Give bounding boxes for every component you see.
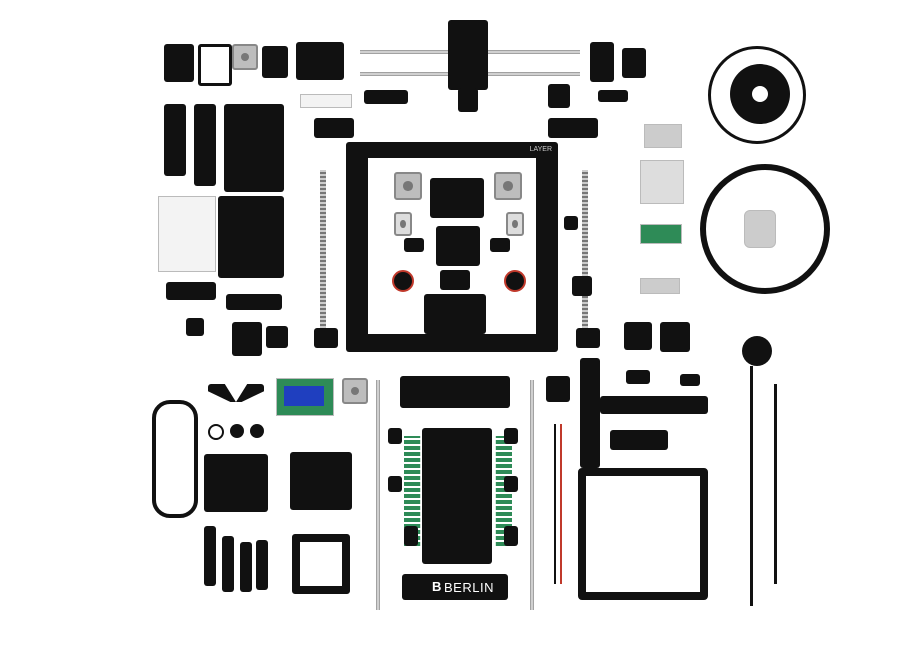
side-panel — [204, 526, 216, 586]
z-leadscrew — [582, 170, 588, 330]
cable-bundle — [744, 210, 776, 248]
wire-coil — [708, 46, 806, 144]
terminal-block — [640, 224, 682, 244]
bracket-part — [572, 276, 592, 296]
bracket-part — [490, 238, 510, 252]
stepper-motor — [506, 212, 524, 236]
cable — [750, 366, 753, 606]
bracket-part — [598, 90, 628, 102]
heatbed-frame — [578, 468, 708, 600]
y-axis-rod — [376, 380, 380, 610]
frame-panel — [292, 534, 350, 594]
bracket-part — [232, 322, 262, 356]
stepper-motor — [494, 172, 522, 200]
electronics-case — [218, 196, 284, 278]
motor-mount — [296, 42, 344, 80]
bracket-part — [564, 216, 578, 230]
bracket-part — [266, 326, 288, 348]
side-panel — [222, 536, 234, 592]
bracket-part — [198, 44, 232, 86]
z-leadscrew — [320, 170, 326, 330]
bracket-part — [504, 476, 518, 492]
bed-logo-text: BERLIN — [444, 580, 494, 595]
electronics-cover — [224, 104, 284, 192]
blower-fan — [742, 336, 772, 366]
coupler-set — [644, 124, 682, 148]
control-board — [158, 196, 216, 272]
bracket-part — [164, 44, 194, 82]
washer — [250, 424, 264, 438]
wire-coil — [700, 164, 830, 294]
bracket-part — [388, 428, 402, 444]
cable — [774, 384, 777, 584]
frame-badge: LAYER — [529, 146, 552, 153]
bracket-part — [548, 84, 570, 108]
y-motor-plate — [400, 376, 510, 408]
bracket-part — [226, 294, 282, 310]
bracket-part — [440, 270, 470, 290]
y-carriage — [424, 294, 486, 334]
logo-bracket — [208, 384, 264, 402]
bracket-part — [504, 428, 518, 444]
bracket-part — [262, 46, 288, 78]
motor-mount — [576, 328, 600, 348]
y-axis-rod — [530, 380, 534, 610]
enclosure-panel — [204, 454, 268, 512]
y-carriage-plate — [422, 428, 492, 564]
bracket-part — [622, 48, 646, 78]
clip-part — [314, 118, 354, 138]
bracket-part — [388, 476, 402, 492]
enclosure-panel — [290, 452, 352, 510]
bracket-part — [624, 322, 652, 350]
fan — [504, 270, 526, 292]
washer — [230, 424, 244, 438]
side-panel — [164, 104, 186, 176]
bracket-part — [610, 430, 668, 450]
power-cable — [152, 400, 198, 518]
thermistor-wire — [560, 424, 562, 584]
pulley-set — [640, 160, 684, 204]
bracket-part — [626, 370, 650, 384]
thermistor-wire — [554, 424, 556, 584]
tape-roll-hole — [752, 86, 768, 102]
screw-set — [640, 278, 680, 294]
fan — [392, 270, 414, 292]
bracket-part — [364, 90, 408, 104]
z-frame-bracket — [600, 396, 708, 414]
stepper-motor — [394, 212, 412, 236]
bed-logo-mark: B — [432, 579, 442, 594]
side-panel — [194, 104, 216, 186]
bracket-part — [186, 318, 204, 336]
bracket-part — [660, 322, 690, 352]
bracket-part — [590, 42, 614, 82]
stepper-motor — [342, 378, 368, 404]
stepper-motor — [232, 44, 258, 70]
bracket-part — [680, 374, 700, 386]
bracket-part — [546, 376, 570, 402]
bracket-part — [504, 526, 518, 546]
endstop-board — [300, 94, 352, 108]
extruder-carriage — [448, 20, 488, 90]
washer — [208, 424, 224, 440]
bracket-part — [404, 526, 418, 546]
stepper-motor — [394, 172, 422, 200]
bed-logo-plate: B BERLIN — [402, 574, 508, 600]
bracket-part — [404, 238, 424, 252]
clip-part — [548, 118, 598, 138]
motor-mount — [314, 328, 338, 348]
side-panel — [240, 542, 252, 592]
nozzle-mount — [458, 88, 478, 112]
side-panel — [256, 540, 268, 590]
bracket-part — [166, 282, 216, 300]
carriage-part — [436, 226, 480, 266]
z-frame-bracket — [580, 358, 600, 468]
lcd-screen — [284, 386, 324, 406]
carriage-part — [430, 178, 484, 218]
